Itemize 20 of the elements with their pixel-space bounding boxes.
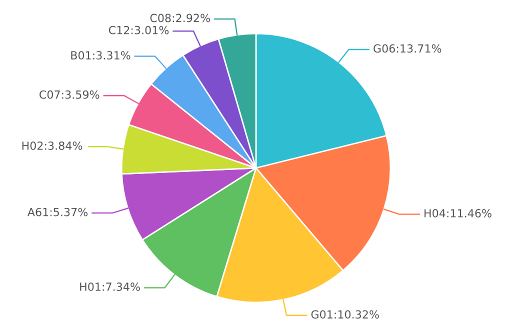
slice-label: C08 (150, 14, 171, 22)
data-label: :7.34% (102, 282, 140, 291)
slice-label: H04 (424, 209, 446, 218)
data-label: :3.59% (62, 90, 100, 99)
data-label: :10.32% (334, 310, 379, 319)
data-label: :11.46% (447, 209, 492, 218)
slice-label: C07 (40, 90, 60, 99)
slice-label: A61 (27, 208, 48, 216)
data-label: :3.31% (93, 51, 130, 60)
slice-label: B01 (71, 51, 91, 60)
slice-label: G06 (374, 44, 396, 53)
data-label: :2.92% (172, 14, 210, 22)
data-label: :13.71% (397, 44, 442, 53)
slice-label: H01 (80, 282, 100, 291)
data-label: :3.01% (132, 26, 169, 34)
slice-label: C12 (108, 26, 130, 34)
slice-label: G01 (311, 310, 332, 319)
slice-label: H02 (22, 141, 43, 150)
data-label: :3.84% (45, 141, 82, 150)
data-label: :5.37% (50, 208, 88, 216)
